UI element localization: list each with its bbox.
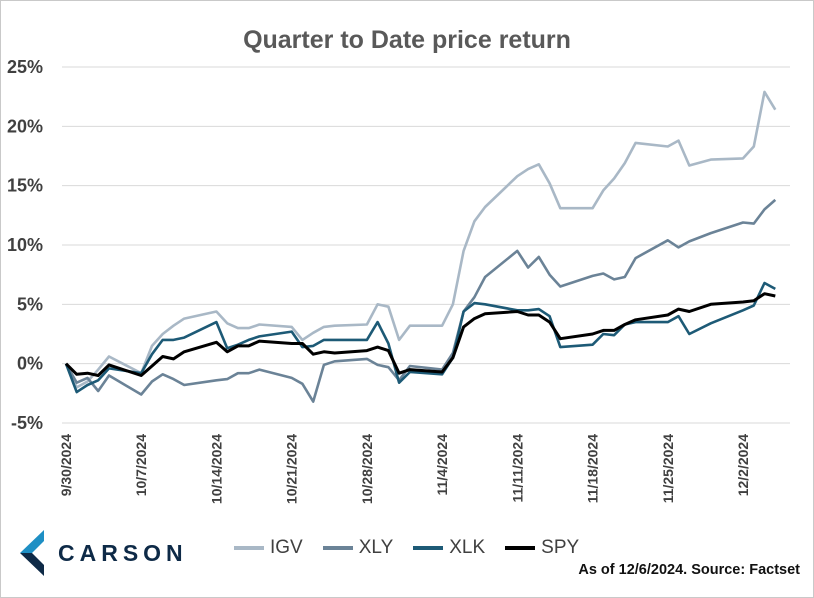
x-tick-label: 11/18/2024 <box>585 434 601 504</box>
y-tick-label: 10% <box>7 235 43 255</box>
source-note: As of 12/6/2024. Source: Factset <box>578 562 800 578</box>
legend-swatch-spy <box>505 546 536 550</box>
legend-item-xlk: XLK <box>413 537 485 559</box>
series-line-igv <box>64 90 777 389</box>
y-tick-label: 0% <box>17 354 43 374</box>
x-tick-label: 9/30/2024 <box>58 434 74 496</box>
series-lines <box>64 90 777 403</box>
x-tick-label: 10/21/2024 <box>284 434 300 504</box>
carson-chevron-logo-icon <box>20 530 44 576</box>
x-tick-label: 10/7/2024 <box>133 434 149 496</box>
y-tick-label: 5% <box>17 294 43 314</box>
legend-label-xlk: XLK <box>449 537 486 558</box>
x-tick-label: 12/2/2024 <box>735 434 751 496</box>
series-line-xlk <box>64 281 776 394</box>
legend-label-xly: XLY <box>358 537 394 558</box>
legend-item-spy: SPY <box>505 537 579 559</box>
brand-name: CARSON <box>58 539 188 566</box>
y-axis-ticks: -5% 0% 5% 10% 15% 20% 25% <box>7 57 43 433</box>
x-tick-label: 10/28/2024 <box>359 434 375 504</box>
x-tick-label: 11/11/2024 <box>509 434 525 503</box>
x-tick-label: 11/25/2024 <box>660 434 676 504</box>
y-tick-label: 15% <box>7 176 43 196</box>
legend-item-xly: XLY <box>322 537 394 559</box>
y-tick-label: 25% <box>7 57 43 77</box>
legend-swatch-xly <box>322 546 353 550</box>
chart-title: Quarter to Date price return <box>243 26 571 54</box>
brand: CARSON <box>18 530 188 576</box>
x-tick-label: 10/14/2024 <box>208 434 224 504</box>
series-line-xly <box>64 198 777 403</box>
x-tick-label: 11/4/2024 <box>434 434 450 496</box>
legend-swatch-igv <box>234 546 264 550</box>
y-tick-label: 20% <box>7 116 43 136</box>
series-line-spy <box>64 292 776 377</box>
legend-label-igv: IGV <box>270 537 303 558</box>
legend-label-spy: SPY <box>541 537 580 558</box>
legend-swatch-xlk <box>413 546 444 550</box>
y-tick-label: -5% <box>11 413 43 433</box>
x-axis-ticks: 9/30/2024 10/7/2024 10/14/2024 10/21/2024 10… <box>58 434 751 504</box>
legend: IGV XLY XLK SPY <box>234 537 579 559</box>
legend-item-igv: IGV <box>234 537 303 559</box>
gridlines <box>62 66 790 424</box>
